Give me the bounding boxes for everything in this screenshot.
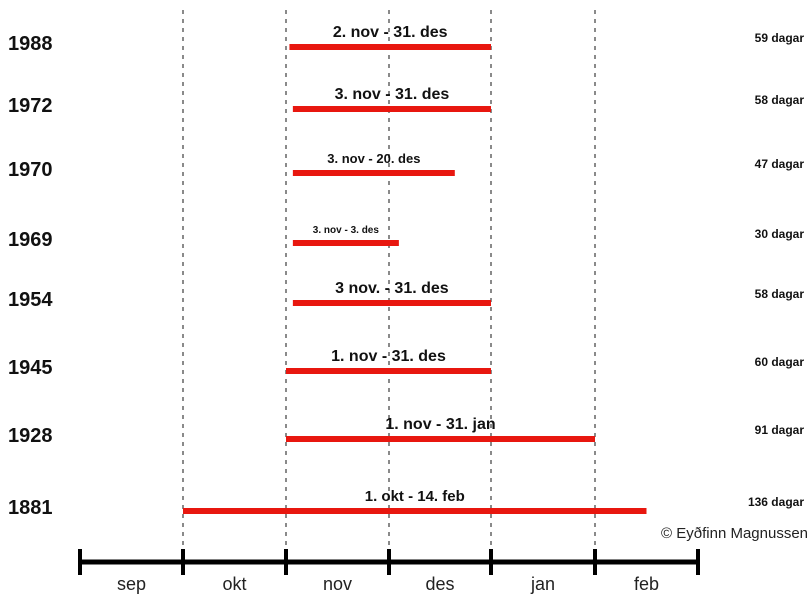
days-label: 60 dagar xyxy=(755,355,805,369)
period-bar xyxy=(286,368,491,374)
month-label: sep xyxy=(117,574,146,594)
period-label: 3. nov - 31. des xyxy=(335,86,450,103)
days-label: 47 dagar xyxy=(755,157,805,171)
period-label: 1. okt - 14. feb xyxy=(365,488,465,505)
row-1945: 1945 1. nov - 31. des 60 dagar xyxy=(8,348,804,379)
days-label: 59 dagar xyxy=(755,31,805,45)
row-1988: 1988 2. nov - 31. des 59 dagar xyxy=(8,24,804,55)
days-label: 58 dagar xyxy=(755,93,805,107)
month-label: jan xyxy=(530,574,555,594)
grid-lines xyxy=(182,10,596,556)
days-label: 58 dagar xyxy=(755,287,805,301)
period-label: 3. nov - 3. des xyxy=(313,225,380,236)
period-label: 1. nov - 31. jan xyxy=(385,416,495,433)
year-label: 1988 xyxy=(8,33,53,55)
year-label: 1954 xyxy=(8,289,53,311)
period-bar xyxy=(286,436,595,442)
month-axis: sep okt nov des jan feb xyxy=(78,549,700,594)
year-label: 1881 xyxy=(8,497,53,519)
row-1969: 1969 3. nov - 3. des 30 dagar xyxy=(8,225,804,251)
rows: 1988 2. nov - 31. des 59 dagar 1972 3. nov -… xyxy=(8,24,804,519)
period-bar xyxy=(292,300,491,306)
period-bar xyxy=(289,44,491,50)
period-label: 3. nov - 20. des xyxy=(327,151,420,166)
period-bar xyxy=(292,240,399,246)
credit-text: © Eyðfinn Magnussen xyxy=(661,525,808,542)
period-label: 2. nov - 31. des xyxy=(333,24,448,41)
row-1972: 1972 3. nov - 31. des 58 dagar xyxy=(8,86,804,117)
row-1881: 1881 1. okt - 14. feb 136 dagar xyxy=(8,488,804,519)
year-label: 1945 xyxy=(8,357,53,379)
row-1970: 1970 3. nov - 20. des 47 dagar xyxy=(8,151,804,181)
month-label: okt xyxy=(222,574,246,594)
days-label: 91 dagar xyxy=(755,423,805,437)
period-bar xyxy=(183,508,647,514)
period-bar xyxy=(292,106,491,112)
period-label: 1. nov - 31. des xyxy=(331,348,446,365)
month-label: nov xyxy=(323,574,352,594)
days-label: 136 dagar xyxy=(748,495,804,509)
month-label: feb xyxy=(634,574,659,594)
days-label: 30 dagar xyxy=(755,227,805,241)
row-1928: 1928 1. nov - 31. jan 91 dagar xyxy=(8,416,804,447)
year-label: 1969 xyxy=(8,229,53,251)
year-label: 1928 xyxy=(8,425,53,447)
period-bar xyxy=(292,170,455,176)
year-label: 1970 xyxy=(8,159,53,181)
period-label: 3 nov. - 31. des xyxy=(335,280,449,297)
row-1954: 1954 3 nov. - 31. des 58 dagar xyxy=(8,280,804,311)
year-label: 1972 xyxy=(8,95,53,117)
month-label: des xyxy=(425,574,454,594)
